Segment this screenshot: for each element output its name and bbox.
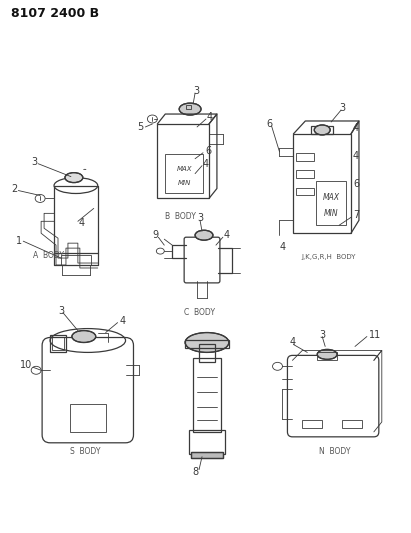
Ellipse shape — [317, 350, 337, 359]
Bar — [165, 154, 203, 193]
Text: MAX: MAX — [323, 193, 340, 202]
Bar — [61, 255, 91, 265]
Bar — [311, 126, 333, 134]
Text: A  BODY: A BODY — [33, 251, 64, 260]
Bar — [342, 420, 362, 428]
Bar — [189, 430, 225, 454]
Text: J,K,G,R,H  BODY: J,K,G,R,H BODY — [301, 254, 356, 260]
Bar — [296, 169, 314, 177]
Text: 3: 3 — [339, 103, 345, 113]
Text: MAX: MAX — [176, 166, 192, 172]
Bar — [70, 404, 106, 432]
Text: S  BODY: S BODY — [70, 447, 100, 456]
Text: N  BODY: N BODY — [319, 447, 351, 456]
Text: 4: 4 — [279, 242, 286, 252]
Bar — [193, 358, 221, 432]
Text: 10: 10 — [20, 360, 32, 370]
Bar — [317, 352, 337, 360]
Text: MIN: MIN — [324, 209, 338, 218]
Text: 4: 4 — [353, 123, 359, 133]
Bar — [52, 336, 64, 350]
Bar — [302, 420, 322, 428]
Bar — [293, 134, 351, 233]
Bar — [296, 153, 314, 161]
Text: 4: 4 — [353, 151, 359, 161]
Text: 7: 7 — [353, 211, 359, 220]
Text: 6: 6 — [353, 179, 359, 189]
Text: 4: 4 — [120, 316, 126, 326]
Ellipse shape — [179, 103, 201, 115]
Text: 4: 4 — [207, 112, 213, 122]
Text: 3: 3 — [31, 157, 37, 167]
Ellipse shape — [195, 230, 213, 240]
Text: 6: 6 — [205, 146, 211, 156]
Text: 8: 8 — [192, 466, 198, 477]
Text: 11: 11 — [369, 329, 381, 340]
Text: 4: 4 — [203, 159, 209, 169]
Text: 1: 1 — [16, 236, 23, 246]
Bar — [316, 181, 346, 225]
Text: 8107 2400 B: 8107 2400 B — [12, 7, 99, 20]
Bar — [50, 335, 66, 352]
Text: 2: 2 — [12, 183, 18, 193]
Text: 4: 4 — [224, 230, 230, 240]
Text: MIN: MIN — [178, 180, 191, 185]
Bar — [185, 341, 229, 349]
Ellipse shape — [185, 333, 229, 352]
Text: C  BODY: C BODY — [184, 308, 215, 317]
Bar — [191, 452, 223, 458]
Text: 4: 4 — [289, 337, 296, 348]
Text: B  BODY: B BODY — [165, 212, 196, 221]
Text: 3: 3 — [193, 86, 199, 96]
Bar — [191, 452, 223, 458]
Text: 4: 4 — [79, 219, 85, 228]
Ellipse shape — [65, 173, 83, 183]
Text: 3: 3 — [58, 306, 64, 316]
Text: 6: 6 — [267, 119, 273, 129]
Bar — [296, 188, 314, 196]
Ellipse shape — [314, 125, 330, 135]
Bar — [186, 105, 191, 109]
Text: 3: 3 — [197, 213, 203, 223]
Bar — [157, 124, 209, 198]
Text: 9: 9 — [152, 230, 159, 240]
Bar — [199, 344, 215, 362]
Ellipse shape — [72, 330, 96, 343]
Text: 5: 5 — [137, 122, 144, 132]
Text: 3: 3 — [319, 329, 326, 340]
